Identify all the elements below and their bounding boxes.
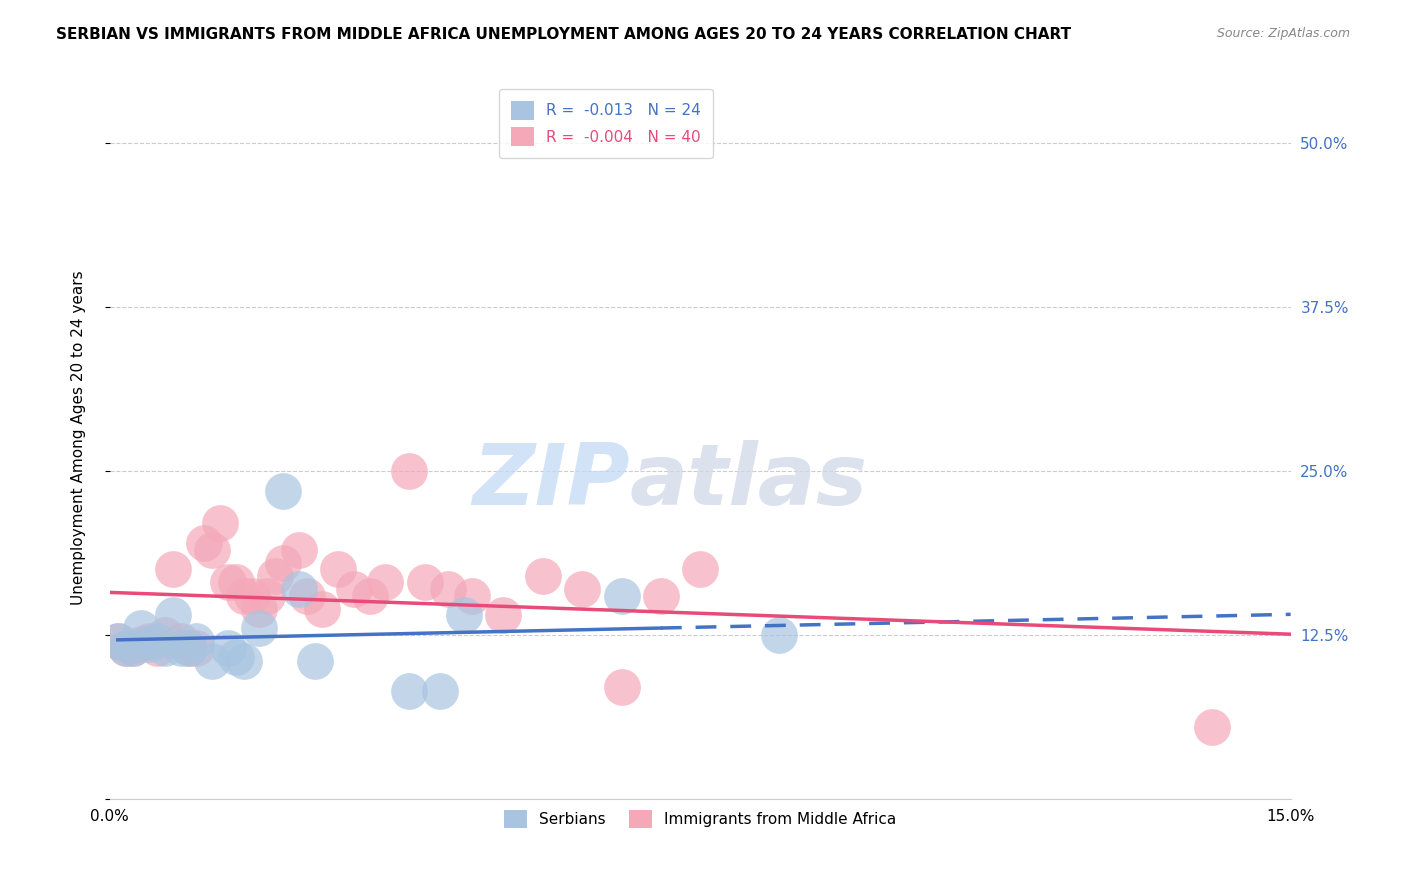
Point <box>413 575 436 590</box>
Point <box>107 634 129 648</box>
Point <box>249 621 271 635</box>
Point <box>610 589 633 603</box>
Point <box>122 640 145 655</box>
Point <box>453 608 475 623</box>
Point <box>461 589 484 603</box>
Point <box>225 650 247 665</box>
Point <box>177 640 200 655</box>
Point <box>571 582 593 596</box>
Point <box>232 654 254 668</box>
Point <box>153 628 176 642</box>
Point <box>225 575 247 590</box>
Point <box>256 589 278 603</box>
Point <box>531 569 554 583</box>
Point <box>217 575 239 590</box>
Point <box>186 634 208 648</box>
Point <box>138 634 160 648</box>
Point <box>201 542 224 557</box>
Point <box>398 684 420 698</box>
Point <box>287 542 309 557</box>
Point <box>271 556 294 570</box>
Point <box>689 562 711 576</box>
Text: ZIP: ZIP <box>472 440 630 523</box>
Point <box>304 654 326 668</box>
Point <box>170 634 193 648</box>
Point <box>610 681 633 695</box>
Legend: Serbians, Immigrants from Middle Africa: Serbians, Immigrants from Middle Africa <box>498 804 903 835</box>
Text: atlas: atlas <box>630 440 868 523</box>
Point <box>326 562 349 576</box>
Point <box>650 589 672 603</box>
Y-axis label: Unemployment Among Ages 20 to 24 years: Unemployment Among Ages 20 to 24 years <box>72 271 86 606</box>
Point <box>359 589 381 603</box>
Point <box>232 589 254 603</box>
Point <box>162 608 184 623</box>
Point <box>343 582 366 596</box>
Point <box>146 634 169 648</box>
Point <box>217 640 239 655</box>
Point <box>153 640 176 655</box>
Point <box>131 637 153 651</box>
Point <box>177 640 200 655</box>
Point <box>374 575 396 590</box>
Point <box>1201 720 1223 734</box>
Point <box>122 640 145 655</box>
Point <box>201 654 224 668</box>
Point <box>249 601 271 615</box>
Point <box>240 589 263 603</box>
Point <box>193 536 215 550</box>
Point <box>114 640 136 655</box>
Point <box>138 637 160 651</box>
Point <box>429 684 451 698</box>
Point <box>295 589 318 603</box>
Point <box>131 621 153 635</box>
Point <box>398 464 420 478</box>
Point <box>162 562 184 576</box>
Point <box>146 640 169 655</box>
Text: SERBIAN VS IMMIGRANTS FROM MIDDLE AFRICA UNEMPLOYMENT AMONG AGES 20 TO 24 YEARS : SERBIAN VS IMMIGRANTS FROM MIDDLE AFRICA… <box>56 27 1071 42</box>
Point <box>271 483 294 498</box>
Point <box>170 640 193 655</box>
Point <box>287 582 309 596</box>
Point <box>768 628 790 642</box>
Point <box>437 582 460 596</box>
Point <box>311 601 333 615</box>
Point <box>107 634 129 648</box>
Point <box>492 608 515 623</box>
Point <box>114 640 136 655</box>
Text: Source: ZipAtlas.com: Source: ZipAtlas.com <box>1216 27 1350 40</box>
Point <box>209 516 232 531</box>
Point <box>186 640 208 655</box>
Point <box>264 569 287 583</box>
